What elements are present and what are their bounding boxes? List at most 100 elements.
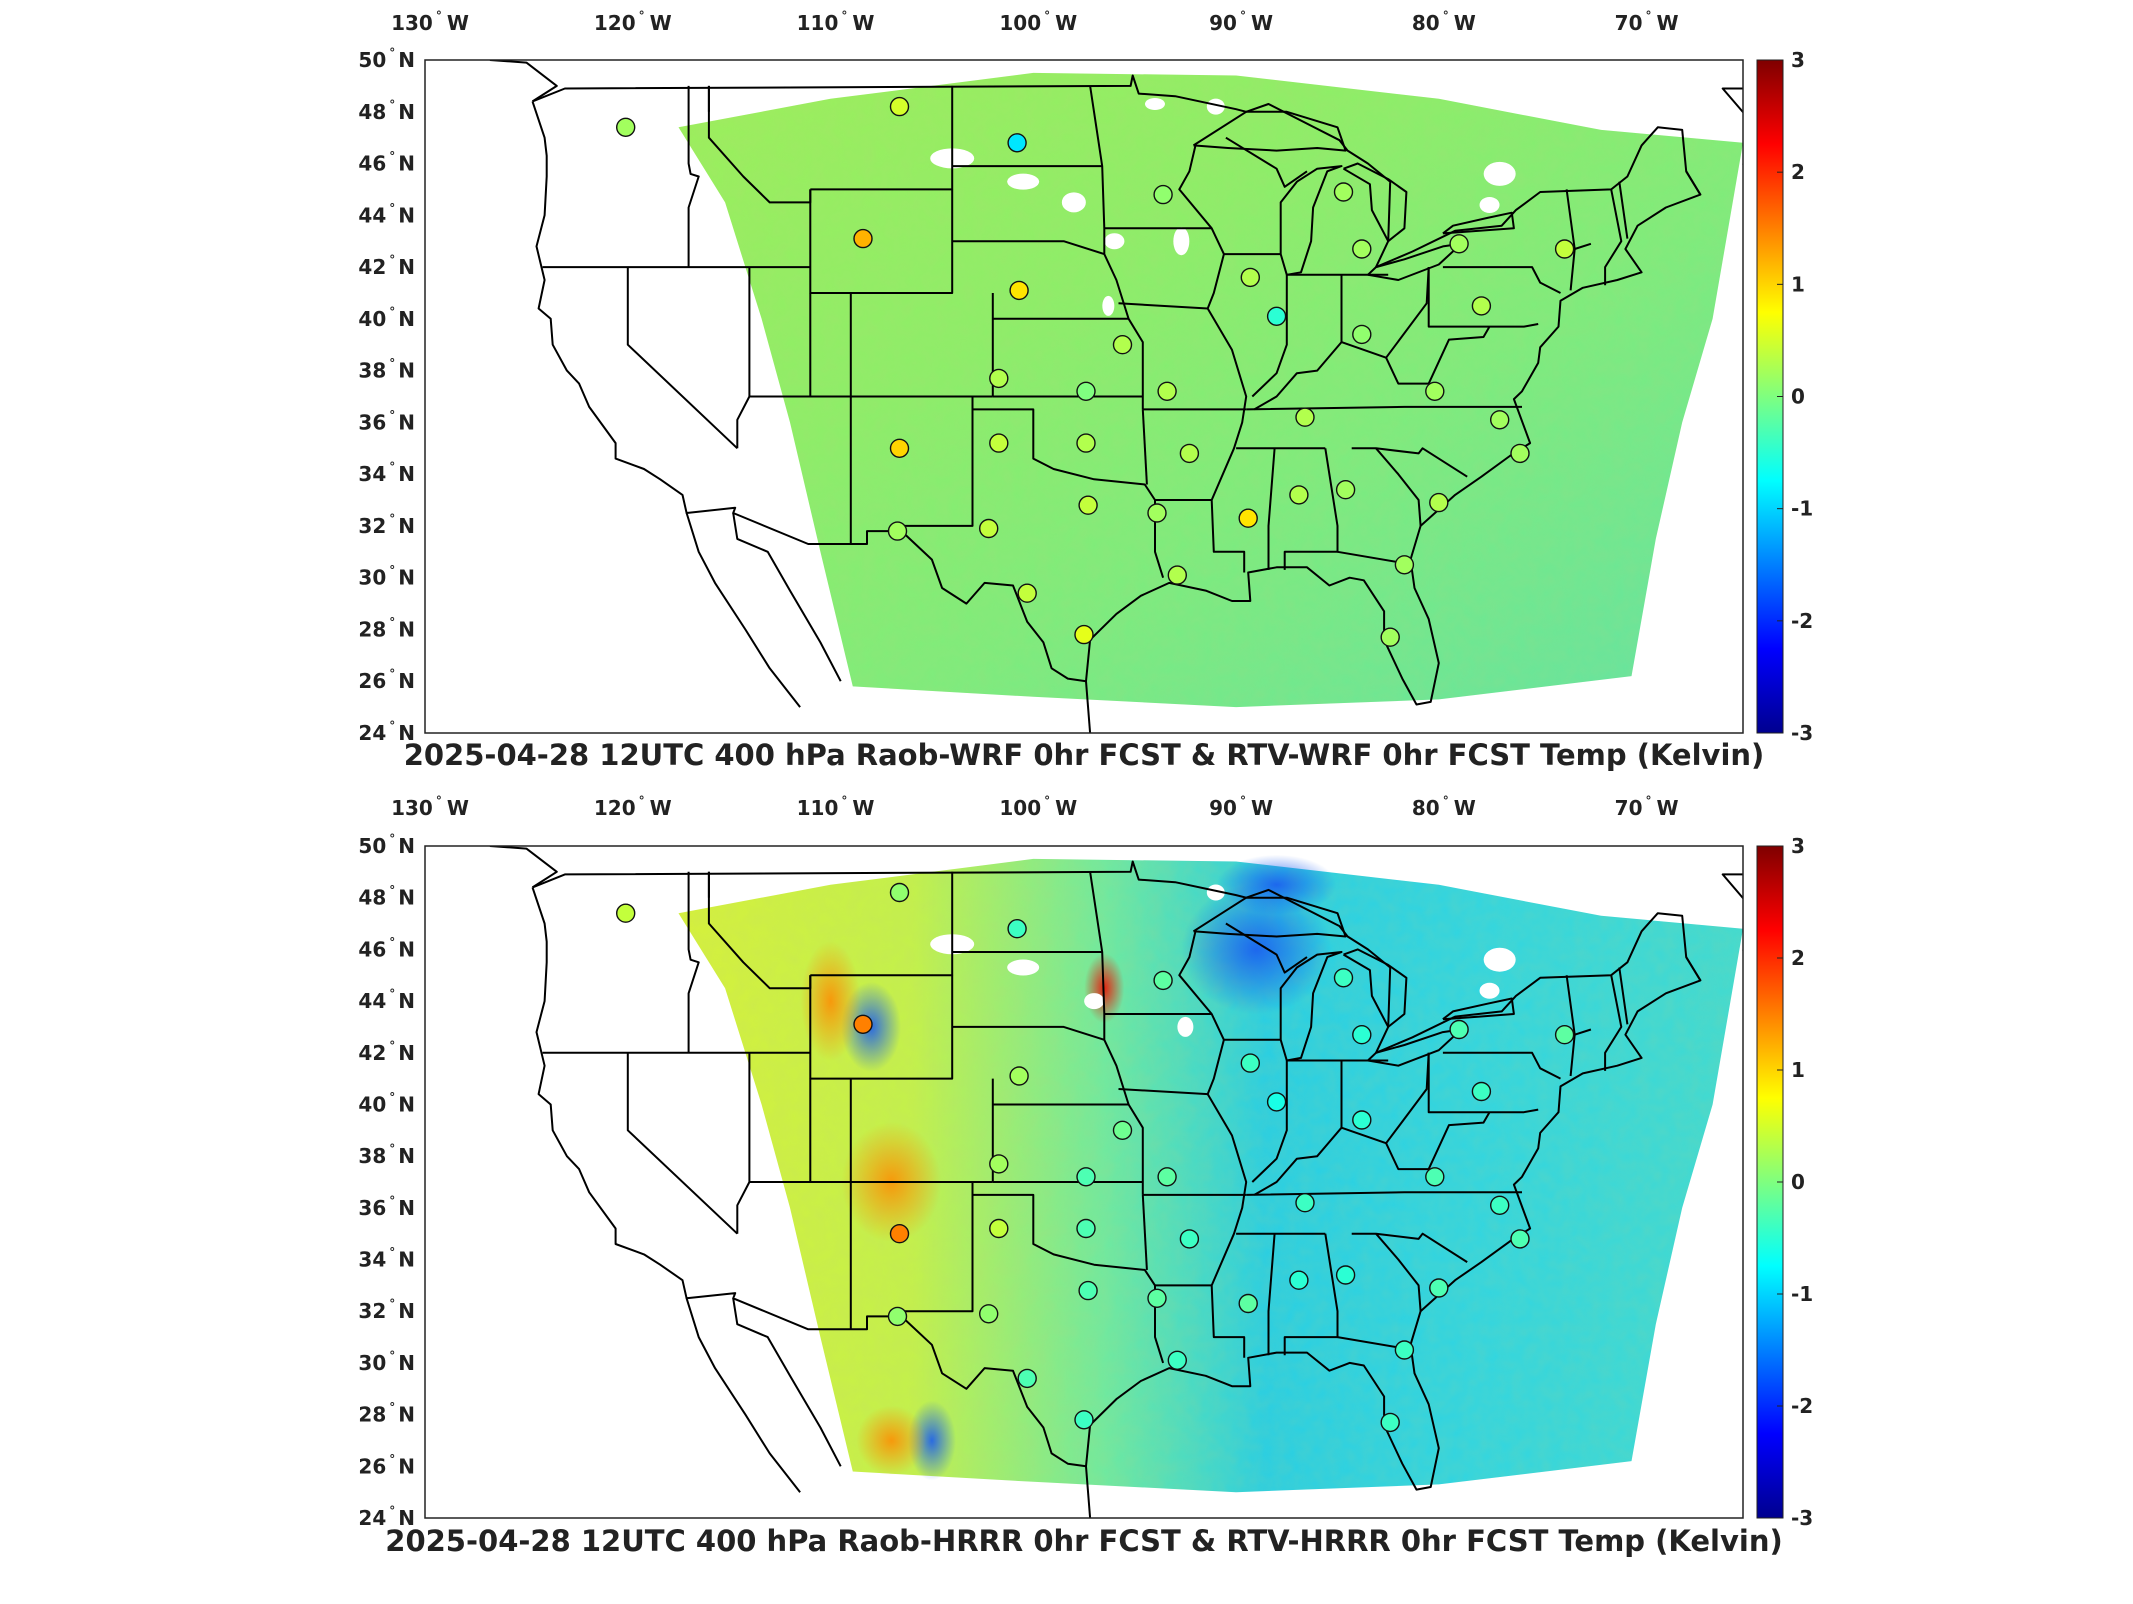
panel-title: 2025-04-28 12UTC 400 hPa Raob-WRF 0hr FC…: [404, 738, 1765, 772]
lon-tick-label: 100 ° W: [999, 9, 1077, 35]
station-marker: [1335, 1265, 1356, 1285]
lake-outline: [1192, 110, 1347, 152]
station-marker: [1153, 184, 1173, 205]
station-marker: [1429, 1278, 1449, 1298]
state-boundary: [1178, 145, 1248, 573]
station-marker: [853, 228, 873, 249]
state-boundary: [1225, 922, 1308, 974]
coastline: [1085, 681, 1092, 733]
state-boundary: [1574, 1028, 1592, 1036]
state-boundary: [736, 1052, 751, 1234]
state-boundary: [1604, 189, 1623, 286]
state-boundary: [1375, 447, 1422, 526]
lat-tick-label: 46 ° N: [358, 935, 415, 961]
state-boundary: [1141, 1194, 1148, 1270]
lat-tick-label: 34 ° N: [358, 460, 415, 486]
state-boundary: [1604, 975, 1623, 1071]
station-marker: [1179, 1229, 1200, 1249]
state-boundary: [1442, 1051, 1561, 1080]
station-marker: [1266, 306, 1287, 326]
station-marker: [1510, 1229, 1530, 1249]
state-boundary: [899, 396, 974, 527]
lon-tick-label: 70 ° W: [1615, 794, 1679, 820]
station-marker: [1425, 1167, 1445, 1187]
station-marker: [1078, 1280, 1098, 1301]
station-marker: [889, 96, 910, 117]
state-boundary: [1375, 1233, 1422, 1312]
state-boundary: [1246, 1191, 1522, 1196]
coastline: [1742, 949, 1743, 952]
station-marker: [889, 882, 910, 903]
station-marker: [1335, 480, 1356, 500]
lat-tick-label: 40 ° N: [358, 1090, 415, 1116]
map-panel-1: 50 ° N 48 ° N 46 ° N 44 ° N 42 ° N 40 ° N 38 ° N 36 ° N 34 ° N 32 ° N…: [358, 9, 1813, 772]
lon-tick-label: 100 ° W: [999, 794, 1077, 820]
lon-tick-label: 130 ° W: [391, 794, 469, 820]
conus-outline: [531, 860, 1702, 1491]
station-marker: [989, 1218, 1009, 1239]
lake-outline: [1342, 162, 1408, 243]
station-marker: [1266, 1092, 1287, 1112]
colorbar-tick-label: 0: [1791, 385, 1805, 409]
station-marker: [1167, 565, 1188, 585]
station-marker: [1352, 1110, 1372, 1130]
colorbar-tick-label: 0: [1791, 1170, 1805, 1194]
state-boundary: [1351, 1232, 1468, 1263]
state-boundary: [1118, 1088, 1208, 1096]
station-marker: [1489, 410, 1510, 430]
state-boundary: [1427, 267, 1539, 328]
coastline: [732, 1298, 842, 1467]
station-marker: [1333, 182, 1354, 202]
lon-tick-label: 70 ° W: [1615, 9, 1679, 35]
state-boundary: [1427, 1052, 1539, 1114]
coastline: [1742, 163, 1743, 166]
station-marker: [1167, 1350, 1188, 1371]
state-boundary: [1442, 266, 1561, 294]
state-boundary: [707, 85, 812, 204]
lat-tick-label: 48 ° N: [358, 884, 415, 910]
state-boundary: [972, 1193, 1165, 1364]
lat-tick-label: 38 ° N: [358, 357, 415, 383]
station-marker: [1554, 1024, 1575, 1045]
station-marker: [1394, 1340, 1415, 1360]
state-boundary: [972, 408, 1165, 578]
lat-tick-label: 32 ° N: [358, 1297, 415, 1323]
state-boundary: [626, 267, 738, 450]
colorbar-tick-label: 2: [1791, 946, 1805, 970]
colorbar-tick-label: -2: [1791, 1394, 1813, 1418]
lat-tick-label: 44 ° N: [358, 201, 415, 227]
state-boundary: [1618, 967, 1629, 1025]
station-marker: [1380, 1412, 1400, 1433]
station-marker: [1352, 324, 1372, 345]
station-marker: [616, 117, 636, 138]
lon-tick-label: 90 ° W: [1209, 794, 1273, 820]
coastline: [1685, 956, 1702, 981]
lat-tick-label: 36 ° N: [358, 1194, 415, 1220]
lat-tick-label: 48 ° N: [358, 98, 415, 124]
coastline: [732, 512, 842, 682]
station-marker: [1074, 1410, 1094, 1430]
state-boundary: [1618, 181, 1629, 239]
state-boundary: [809, 188, 954, 294]
conus-outline: [531, 74, 1702, 706]
station-marker: [1449, 1019, 1469, 1040]
station-marker: [1076, 1218, 1096, 1239]
coastline: [1085, 1466, 1092, 1518]
station-marker: [1425, 381, 1445, 401]
lat-tick-label: 40 ° N: [358, 305, 415, 331]
station-marker: [1333, 968, 1354, 988]
station-marker: [887, 521, 908, 541]
lat-tick-label: 50 ° N: [358, 832, 415, 858]
station-marker: [1471, 296, 1492, 316]
lat-tick-label: 32 ° N: [358, 512, 415, 538]
colorbar-tick-label: -3: [1791, 721, 1813, 745]
state-boundary: [1385, 1111, 1491, 1171]
station-marker: [1471, 1081, 1492, 1102]
colorbar-tick-label: -1: [1791, 1282, 1813, 1306]
colorbar-tick-label: 2: [1791, 160, 1805, 184]
station-marker: [1289, 485, 1309, 505]
lat-tick-label: 46 ° N: [358, 150, 415, 176]
station-marker: [979, 518, 999, 539]
lat-tick-label: 30 ° N: [358, 564, 415, 590]
